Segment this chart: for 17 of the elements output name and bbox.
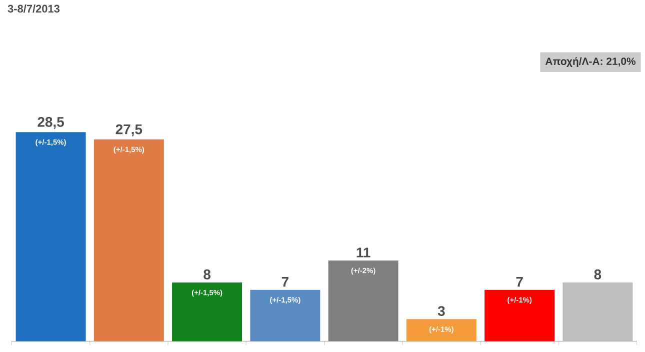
bar xyxy=(94,139,164,342)
data-label: 7 xyxy=(516,277,523,287)
bar xyxy=(172,282,242,342)
bar xyxy=(16,132,86,342)
data-label: 28,5 xyxy=(38,116,64,129)
data-label: 8 xyxy=(594,269,602,280)
data-label: 8 xyxy=(204,269,210,280)
data-label: 11 xyxy=(356,248,370,258)
bar xyxy=(250,290,320,342)
bar xyxy=(562,282,633,342)
bar xyxy=(484,290,555,342)
bar xyxy=(406,319,476,342)
chart-title: 3-8/7/2013 xyxy=(8,4,60,13)
text: Αποχή/Λ-Α: 21,0% xyxy=(545,57,636,68)
data-label: 27,5 xyxy=(116,124,142,136)
data-label: 3 xyxy=(438,306,445,316)
data-label: 7 xyxy=(282,277,288,287)
